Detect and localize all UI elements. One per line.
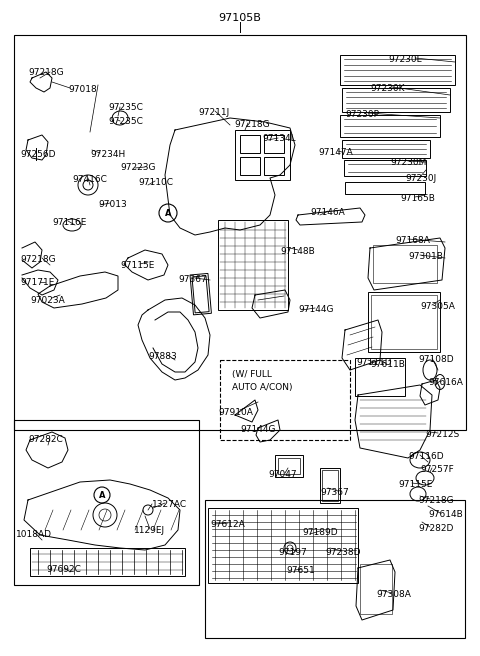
Text: 97144G: 97144G [240,425,276,434]
Text: 97110C: 97110C [138,178,173,187]
Text: 97134L: 97134L [262,134,296,143]
Bar [264,135,284,153]
Text: 97614B: 97614B [428,510,463,519]
Bar [320,468,340,503]
Text: 97367: 97367 [178,275,207,284]
Text: 97171E: 97171E [20,278,54,287]
Text: 97257F: 97257F [420,465,454,474]
Text: 97230P: 97230P [345,110,379,119]
Text: 97197: 97197 [278,548,307,557]
Text: 97416C: 97416C [72,175,107,184]
Text: 97115E: 97115E [120,261,155,270]
Text: 97115E: 97115E [398,480,432,489]
Bar [342,140,430,158]
Bar [264,157,284,175]
Text: 97047: 97047 [268,470,297,479]
Bar [190,274,211,315]
Text: 97256D: 97256D [20,150,56,159]
Text: 97612A: 97612A [210,520,245,529]
Text: 1129EJ: 1129EJ [134,526,165,535]
Bar [278,458,300,474]
Text: 97910A: 97910A [218,408,253,417]
Text: A: A [99,491,105,499]
Bar [355,358,405,396]
Text: 97165B: 97165B [400,194,435,203]
Text: 97301B: 97301B [408,252,443,261]
Text: 97235C: 97235C [108,117,143,126]
Bar [240,135,260,153]
Text: 97651: 97651 [286,566,315,575]
Text: 97189D: 97189D [302,528,337,537]
Text: 97108D: 97108D [418,355,454,364]
Bar [344,160,426,176]
Text: 97282C: 97282C [28,435,63,444]
Bar [371,295,437,349]
Text: 97168A: 97168A [395,236,430,245]
Bar [322,470,338,501]
Text: 97116D: 97116D [408,452,444,461]
Text: AUTO A/CON): AUTO A/CON) [232,383,292,392]
Text: 97111D: 97111D [356,358,392,367]
Text: 97211J: 97211J [198,108,229,117]
Text: 97147A: 97147A [318,148,353,157]
Text: 97218G: 97218G [28,68,64,77]
Text: 97144G: 97144G [298,305,334,314]
Bar [205,500,465,638]
Bar [14,420,199,585]
Text: 97218G: 97218G [418,496,454,505]
Text: 97218G: 97218G [234,120,270,129]
Text: 97234H: 97234H [90,150,125,159]
Text: 1327AC: 1327AC [152,500,187,509]
Text: 97018: 97018 [68,85,97,94]
Text: 97616A: 97616A [428,378,463,387]
Text: 97230L: 97230L [388,55,421,64]
Bar [220,360,350,440]
Bar [235,130,290,180]
Text: 97611B: 97611B [370,360,405,369]
Bar [360,564,392,614]
Bar [373,245,437,283]
Text: 97146A: 97146A [310,208,345,217]
Bar [345,182,425,194]
Bar [30,548,185,576]
Bar [340,115,440,137]
Bar [275,455,303,477]
Bar [208,508,358,583]
Text: 97212S: 97212S [425,430,459,439]
Text: (W/ FULL: (W/ FULL [232,370,272,379]
Text: 97305A: 97305A [420,302,455,311]
Text: 97223G: 97223G [120,163,156,172]
Text: 97883: 97883 [148,352,177,361]
Text: 97692C: 97692C [46,565,81,574]
Text: 97238D: 97238D [325,548,360,557]
Text: 97230K: 97230K [370,84,405,93]
Text: 97367: 97367 [320,488,349,497]
Text: 97230M: 97230M [390,158,426,167]
Text: 97116E: 97116E [52,218,86,227]
Bar [368,292,440,352]
Text: 97013: 97013 [98,200,127,209]
Text: 97235C: 97235C [108,103,143,112]
Text: 97023A: 97023A [30,296,65,305]
Text: A: A [165,209,171,218]
Text: 97282D: 97282D [418,524,454,533]
Text: 97148B: 97148B [280,247,315,256]
Bar [342,88,450,112]
Bar [240,157,260,175]
Text: 97230J: 97230J [405,174,436,183]
Text: 97218G: 97218G [20,255,56,264]
Bar [14,35,466,430]
Text: 97105B: 97105B [218,13,262,23]
Text: 97308A: 97308A [376,590,411,599]
Bar [340,55,455,85]
Bar [218,220,288,310]
Text: 1018AD: 1018AD [16,530,52,539]
Bar [192,276,209,313]
